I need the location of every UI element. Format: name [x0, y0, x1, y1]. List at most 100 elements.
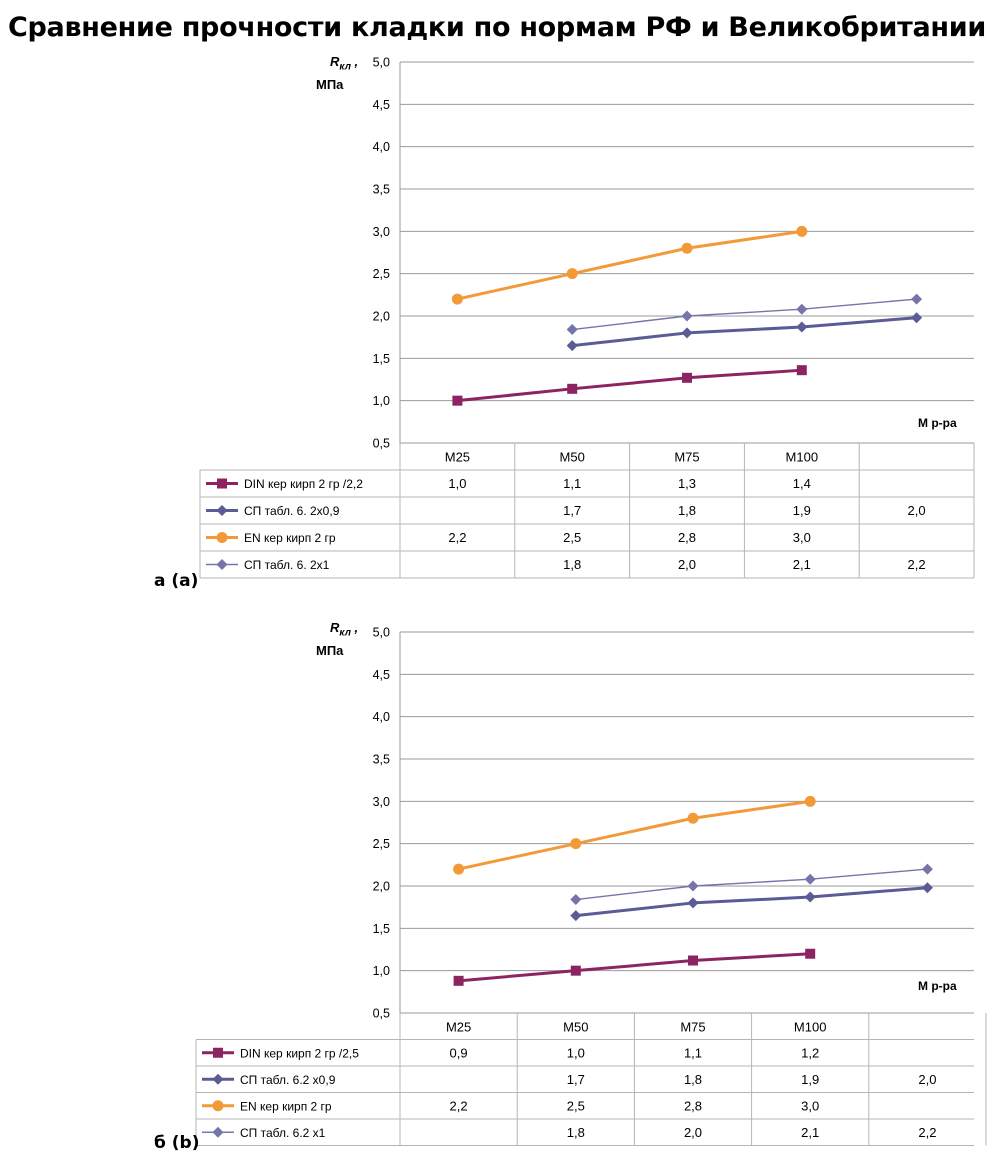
data-point: [566, 324, 578, 336]
x-tick-label: М75: [674, 450, 699, 465]
y-tick-label: 0,5: [373, 437, 390, 451]
data-point: [681, 242, 693, 254]
y-axis-label: Rкл ,: [330, 620, 359, 639]
legend-label: СП табл. 6. 2х1: [244, 558, 330, 572]
data-label: 1,8: [567, 1125, 585, 1140]
data-label: 1,2: [801, 1045, 819, 1060]
data-label: 1,1: [684, 1045, 702, 1060]
data-point: [566, 268, 578, 280]
y-tick-label: 3,0: [373, 225, 390, 239]
data-label: 2,8: [678, 530, 696, 545]
data-label: 1,9: [793, 503, 811, 518]
data-label: 2,2: [918, 1125, 936, 1140]
series-line: [575, 886, 928, 918]
panel-label: а (а): [154, 571, 199, 591]
x-tick-label: М75: [680, 1019, 705, 1034]
data-point: [804, 873, 816, 885]
data-point: [681, 310, 693, 322]
x-tick-label: М50: [563, 1019, 588, 1034]
y-tick-label: 4,5: [373, 668, 390, 682]
chart-b: 0,5 1,0 1,5 2,0 2,5 3,0 3,5 4,0 4,5 5,0 М25 М50 М75 М…: [0, 566, 1000, 1161]
series-line: [457, 368, 802, 403]
data-label: 2,2: [450, 1098, 468, 1113]
y-tick-label: 2,5: [373, 837, 390, 851]
x-axis-label: М р-ра: [918, 416, 957, 430]
chart-b-plot: 0,5 1,0 1,5 2,0 2,5 3,0 3,5 4,0 4,5 5,0 М25 М50 М75 М…: [195, 626, 987, 1146]
y-tick-label: 5,0: [373, 56, 390, 70]
data-point: [570, 894, 582, 906]
data-label: 2,0: [918, 1072, 936, 1087]
legend-label: СП табл. 6.2 х0,9: [240, 1073, 336, 1087]
x-tick-label: М50: [560, 450, 585, 465]
data-label: 2,8: [684, 1098, 702, 1113]
x-tick-label: М25: [446, 1019, 471, 1034]
data-point: [921, 882, 933, 894]
data-point: [570, 838, 582, 850]
legend-marker: [212, 1126, 224, 1138]
data-point: [911, 312, 923, 324]
y-tick-label: 1,0: [373, 394, 390, 408]
data-label: 1,8: [684, 1072, 702, 1087]
data-point: [687, 812, 699, 824]
data-point: [796, 321, 808, 333]
legend-label: DIN кер кирп 2 гр /2,2: [244, 477, 363, 491]
y-tick-label: 2,5: [373, 267, 390, 281]
y-axis-unit: МПа: [316, 77, 344, 92]
series-line: [458, 952, 811, 983]
series-line: [575, 868, 928, 901]
data-point: [804, 795, 816, 807]
x-tick-label: М25: [445, 450, 470, 465]
y-tick-label: 1,5: [373, 352, 390, 366]
y-tick-label: 1,0: [373, 964, 390, 978]
data-label: 2,0: [908, 503, 926, 518]
data-label: 2,2: [908, 557, 926, 572]
data-point: [566, 340, 578, 352]
data-point: [453, 863, 465, 875]
legend-label: EN кер кирп 2 гр: [240, 1099, 332, 1113]
x-tick-label: М100: [794, 1019, 827, 1034]
data-point: [805, 948, 816, 959]
data-point: [567, 383, 578, 394]
data-point: [796, 225, 808, 237]
page-title: Сравнение прочности кладки по нормам РФ …: [8, 12, 987, 43]
y-tick-label: 5,0: [373, 626, 390, 640]
series-line: [458, 799, 811, 871]
data-point: [681, 327, 693, 339]
data-point: [911, 293, 923, 305]
data-point: [687, 897, 699, 909]
data-point: [804, 891, 816, 903]
data-label: 1,9: [801, 1072, 819, 1087]
data-point: [451, 293, 463, 305]
data-label: 1,0: [567, 1045, 585, 1060]
series-line: [457, 229, 803, 301]
data-label: 3,0: [793, 530, 811, 545]
x-tick-label: М100: [786, 450, 819, 465]
legend-marker: [216, 559, 228, 570]
legend-marker: [216, 532, 228, 543]
y-tick-label: 4,5: [373, 98, 390, 112]
series-line: [572, 298, 917, 331]
data-point: [570, 910, 582, 922]
chart-a-plot: 0,5 1,0 1,5 2,0 2,5 3,0 3,5 4,0 4,5 5,0 М25 М50 М75 М…: [199, 56, 975, 579]
y-tick-label: 3,0: [373, 795, 390, 809]
legend-label: СП табл. 6. 2х0,9: [244, 504, 340, 518]
legend-label: СП табл. 6.2 х1: [240, 1126, 326, 1140]
data-label: 2,2: [448, 530, 466, 545]
y-tick-label: 2,0: [373, 310, 390, 324]
y-tick-label: 3,5: [373, 753, 390, 767]
y-tick-label: 0,5: [373, 1007, 390, 1021]
data-point: [570, 965, 581, 976]
data-label: 1,7: [563, 503, 581, 518]
data-point: [687, 880, 699, 892]
legend-marker: [212, 1100, 224, 1112]
data-point: [921, 863, 933, 875]
data-label: 2,1: [793, 557, 811, 572]
legend-marker: [216, 505, 228, 516]
data-label: 1,1: [563, 476, 581, 491]
y-tick-label: 4,0: [373, 710, 390, 724]
y-tick-label: 4,0: [373, 140, 390, 154]
panel-label: б (b): [154, 1133, 200, 1153]
legend-label: DIN кер кирп 2 гр /2,5: [240, 1046, 359, 1060]
data-label: 2,5: [567, 1098, 585, 1113]
data-label: 2,0: [684, 1125, 702, 1140]
